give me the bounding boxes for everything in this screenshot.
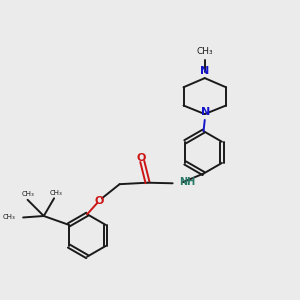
Text: N: N (201, 107, 210, 117)
Text: N: N (200, 66, 209, 76)
Text: O: O (95, 196, 104, 206)
Text: NH: NH (179, 177, 195, 187)
Text: CH₃: CH₃ (49, 190, 62, 196)
Text: CH₃: CH₃ (196, 47, 213, 56)
Text: CH₃: CH₃ (2, 214, 15, 220)
Text: O: O (136, 153, 146, 163)
Text: CH₃: CH₃ (21, 191, 34, 197)
